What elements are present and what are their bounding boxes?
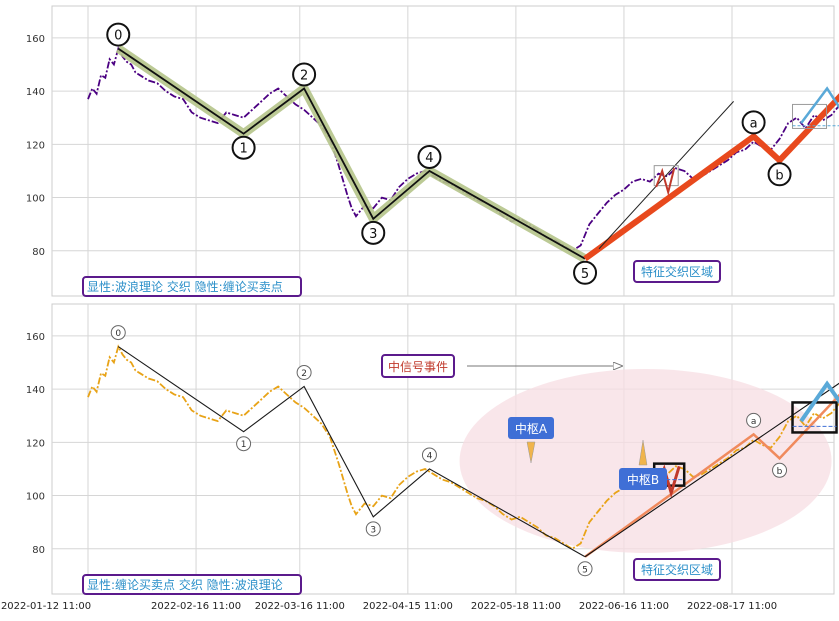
top-panel-frame: [51, 5, 835, 297]
bottom-price-line: [87, 344, 839, 550]
top-ytick-label-80: 80: [32, 247, 45, 258]
bottom-wave-marker-b: [772, 462, 788, 478]
bottom-wave-marker-0: [110, 325, 126, 341]
bottom-wave-marker-a: [746, 412, 762, 428]
bottom-annotation-box: [633, 558, 721, 581]
bottom-ytick-label-160: 160: [26, 332, 45, 343]
top-ytick-label-160: 160: [26, 34, 45, 45]
top-ytick-label-100: 100: [26, 194, 45, 205]
x-tick-label-2: 2022-03-16 11:00: [255, 601, 345, 612]
top-wave-label-5: 5: [581, 267, 589, 282]
x-tick-label-5: 2022-06-16 11:00: [579, 601, 669, 612]
x-tick-label-3: 2022-04-15 11:00: [363, 601, 453, 612]
bottom-wave-label-1: 1: [241, 440, 247, 450]
zhongshu-b-box: [619, 468, 667, 490]
bottom-wave-marker-4: [421, 447, 437, 463]
x-tick-label-6: 2022-08-17 11:00: [687, 601, 777, 612]
x-tick-label-4: 2022-05-18 11:00: [471, 601, 561, 612]
top-ytick-label-120: 120: [26, 140, 45, 151]
top-wave-label-1: 1: [239, 142, 247, 157]
top-wave-marker-1: [231, 135, 256, 160]
top-wave-marker-4: [417, 144, 442, 169]
bottom-wave-label-4: 4: [427, 451, 433, 461]
zhongshu-a-arrow: [526, 441, 536, 464]
bottom-wave-label-5: 5: [582, 565, 588, 575]
top-wave-label-0: 0: [114, 29, 122, 44]
bottom-ytick-label-80: 80: [32, 545, 45, 556]
top-annotation-box: [633, 260, 721, 283]
top-wave-label-2: 2: [300, 68, 308, 83]
bottom-pivot-b-line: [799, 380, 839, 423]
bottom-wave-label-b: b: [777, 467, 783, 477]
bottom-wave-marker-3: [365, 521, 381, 537]
bottom-legend-text: 显性:缠论买卖点 交织 隐性:波浪理论: [87, 577, 283, 592]
top-wave-marker-a: [741, 110, 766, 135]
bottom-wave-label-a: a: [751, 417, 757, 427]
top-wave-label-3: 3: [369, 227, 377, 242]
top-pivot-box-b: [792, 103, 828, 129]
top-wave-marker-2: [292, 62, 317, 87]
zhongshu-b-label: 中枢B: [627, 472, 659, 487]
event-label: 中信号事件: [388, 359, 448, 374]
bottom-ytick-label-100: 100: [26, 492, 45, 503]
x-tick-label-0: 2022-01-12 11:00: [1, 601, 91, 612]
top-legend-box: [82, 276, 302, 297]
top-wave-marker-3: [361, 220, 386, 245]
top-wave-label-4: 4: [425, 151, 433, 166]
top-legend-text: 显性:波浪理论 交织 隐性:缠论买卖点: [87, 279, 283, 294]
channel-line-top: [598, 101, 734, 250]
zhongshu-b-arrow: [638, 439, 648, 466]
wave-line: [117, 47, 586, 260]
bottom-ytick-label-120: 120: [26, 438, 45, 449]
bottom-wave-label-3: 3: [370, 525, 376, 535]
top-wave-marker-b: [767, 162, 792, 187]
bottom-wave-marker-5: [577, 561, 593, 577]
top-wave-marker-0: [106, 22, 131, 47]
top-wave-marker-5: [573, 260, 598, 285]
top-pivot-a-line: [655, 167, 676, 197]
bottom-annotation-text: 特征交织区域: [641, 562, 713, 577]
zhongshu-a-label: 中枢A: [515, 421, 548, 436]
bottom-wave-label-2: 2: [301, 369, 307, 379]
bottom-legend-box: [82, 574, 302, 595]
bottom-wave-label-0: 0: [115, 329, 121, 339]
top-wave-label-a: a: [750, 116, 758, 131]
orange-wave-line: [583, 93, 839, 262]
x-tick-label-1: 2022-02-16 11:00: [151, 601, 241, 612]
bottom-wave-marker-2: [296, 364, 312, 380]
zhongshu-a-box: [508, 417, 554, 439]
bottom-ytick-label-140: 140: [26, 385, 45, 396]
top-annotation-text: 特征交织区域: [641, 264, 713, 279]
bottom-orange-line: [584, 393, 839, 558]
top-wave-label-b: b: [775, 168, 783, 183]
top-pivot-b-line: [800, 86, 839, 124]
bottom-wave-line: [117, 346, 586, 558]
event-label-box: [381, 354, 455, 378]
bottom-wave-marker-1: [236, 436, 252, 452]
top-ytick-label-140: 140: [26, 87, 45, 98]
